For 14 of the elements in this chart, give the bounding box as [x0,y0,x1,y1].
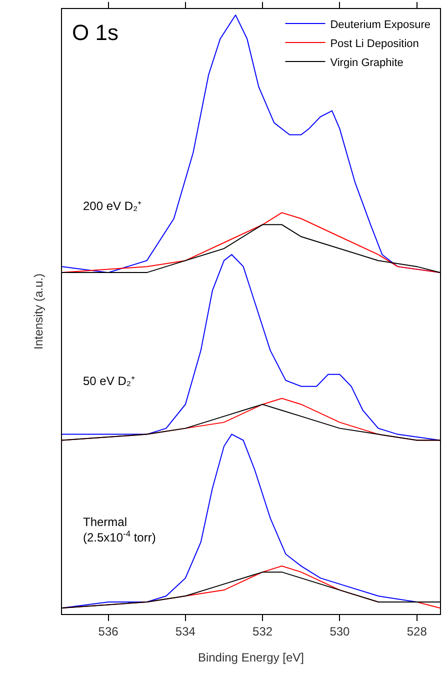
annotation: 50 eV D₂⁺ [83,374,136,388]
x-tick-label: 528 [406,624,428,638]
legend-label: Post Li Deposition [330,38,419,50]
annotation: O 1s [72,20,118,45]
x-tick-label: 530 [330,624,350,638]
legend-label: Deuterium Exposure [330,18,430,31]
x-tick-label: 534 [175,624,196,638]
y-axis-title: Intensity (a.u.) [31,273,46,350]
annotation: Thermal (2.5x10$^{-4}$ torr) [83,515,156,545]
x-axis-title: Binding Energy [eV] [198,650,304,664]
x-tick-label: 536 [98,624,119,638]
annotation: 200 eV D₂⁺ [83,199,142,213]
x-tick-label: 532 [252,624,273,638]
legend-label: Virgin Graphite [330,56,404,69]
